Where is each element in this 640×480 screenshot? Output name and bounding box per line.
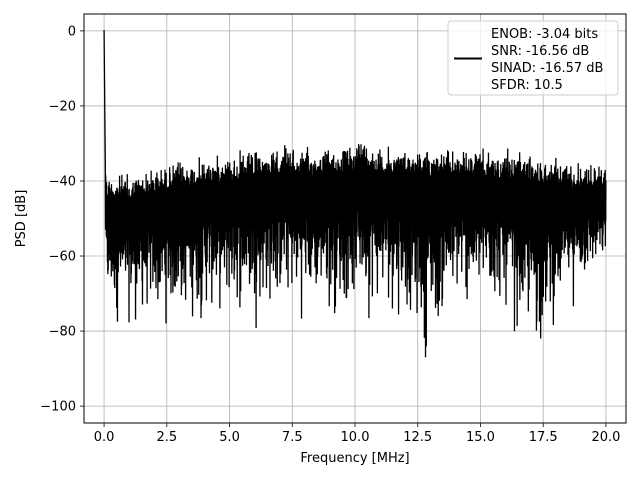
x-tick-label: 5.0 [219,430,240,445]
x-tick-label: 15.0 [466,430,495,445]
y-tick-label: −100 [40,400,76,415]
tick-marks [80,30,607,427]
y-tick-label: −40 [49,174,76,189]
legend: ENOB: -3.04 bits SNR: -16.56 dB SINAD: -… [447,20,619,96]
y-axis-label: PSD [dB] [14,190,29,248]
x-tick-label: 2.5 [156,430,177,445]
y-tick-label: 0 [68,24,76,39]
x-tick-label: 12.5 [403,430,432,445]
psd-series-line [103,30,607,358]
x-tick-label: 17.5 [529,430,558,445]
legend-enob: ENOB: -3.04 bits [491,27,598,42]
y-tick-label: −20 [49,99,76,114]
legend-snr: SNR: -16.56 dB [491,44,589,59]
y-tick-label: −60 [49,250,76,265]
x-tick-label: 20.0 [591,430,620,445]
plot-area [103,30,607,358]
legend-sinad: SINAD: -16.57 dB [491,61,603,76]
fundamental-peak [103,30,105,32]
y-tick-label: −80 [49,325,76,340]
x-axis-label: Frequency [MHz] [300,451,409,466]
x-tick-label: 7.5 [282,430,303,445]
legend-box [447,20,619,96]
legend-sfdr: SFDR: 10.5 [491,78,563,93]
x-tick-label: 10.0 [341,430,370,445]
x-tick-label: 0.0 [94,430,115,445]
